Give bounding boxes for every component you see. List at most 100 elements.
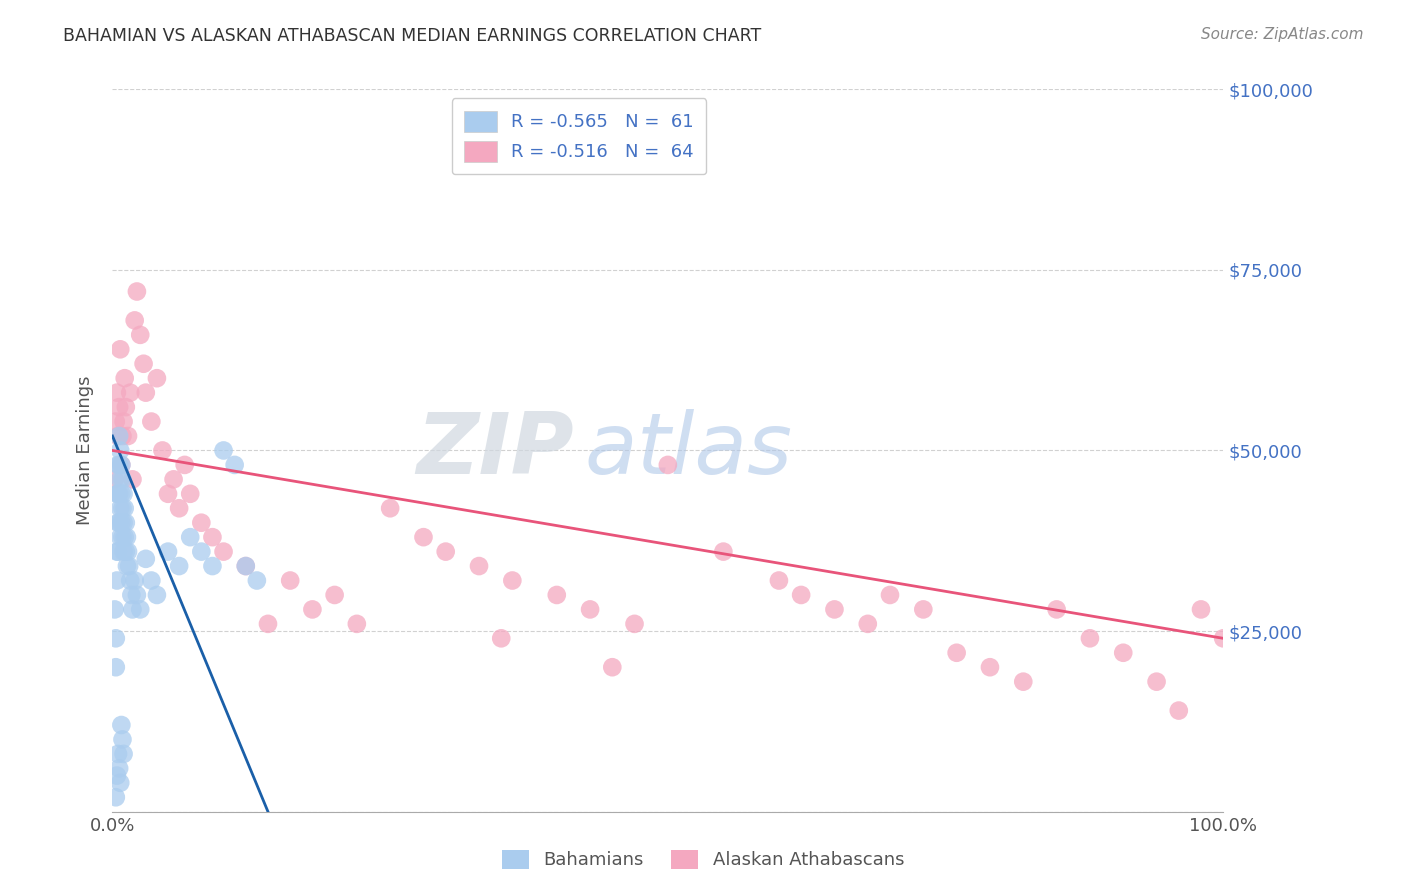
Point (108, 458, 131, 472)
Point (112, 415, 135, 429)
Point (110, 487, 132, 501)
Point (602, 660, 624, 674)
Point (179, 487, 201, 501)
Point (110, 516, 132, 530)
Point (157, 544, 180, 558)
Point (323, 588, 346, 602)
Point (489, 632, 512, 646)
Text: atlas: atlas (585, 409, 793, 492)
Point (412, 530, 434, 544)
Point (129, 327, 152, 342)
Point (167, 559, 190, 574)
Point (623, 616, 645, 631)
Point (135, 551, 157, 566)
Point (141, 415, 163, 429)
Point (468, 559, 491, 574)
Point (129, 602, 152, 616)
Point (118, 559, 141, 574)
Point (104, 790, 127, 805)
Point (105, 769, 128, 783)
Point (768, 574, 790, 588)
Point (107, 458, 129, 472)
Point (110, 776, 132, 790)
Point (162, 472, 184, 486)
Legend: R = -0.565   N =  61, R = -0.516   N =  64: R = -0.565 N = 61, R = -0.516 N = 64 (451, 98, 706, 174)
Point (141, 574, 163, 588)
Point (132, 357, 155, 371)
Text: ZIP: ZIP (416, 409, 574, 492)
Point (135, 385, 157, 400)
Point (657, 458, 679, 472)
Point (201, 559, 224, 574)
Point (107, 516, 129, 530)
Y-axis label: Median Earnings: Median Earnings (76, 376, 94, 525)
Point (235, 559, 257, 574)
Point (108, 429, 131, 443)
Point (110, 501, 132, 516)
Point (856, 616, 879, 631)
Point (945, 646, 967, 660)
Point (579, 602, 602, 616)
Point (125, 285, 148, 299)
Point (1167, 704, 1189, 718)
Point (346, 616, 368, 631)
Point (110, 458, 132, 472)
Point (212, 544, 235, 558)
Point (108, 400, 131, 414)
Point (105, 544, 128, 558)
Point (879, 588, 901, 602)
Point (201, 530, 224, 544)
Point (120, 574, 142, 588)
Point (105, 385, 128, 400)
Point (278, 574, 301, 588)
Point (120, 588, 142, 602)
Point (117, 429, 139, 443)
Point (108, 761, 131, 775)
Point (125, 588, 148, 602)
Point (105, 574, 128, 588)
Point (110, 443, 132, 458)
Point (105, 487, 128, 501)
Point (167, 501, 190, 516)
Point (546, 588, 568, 602)
Point (713, 544, 735, 558)
Point (190, 516, 212, 530)
Point (107, 429, 129, 443)
Point (108, 487, 131, 501)
Point (104, 660, 127, 674)
Point (146, 371, 169, 385)
Point (1045, 602, 1069, 616)
Point (110, 718, 132, 732)
Point (257, 616, 280, 631)
Point (111, 501, 134, 516)
Text: Source: ZipAtlas.com: Source: ZipAtlas.com (1201, 27, 1364, 42)
Point (190, 544, 212, 558)
Point (115, 530, 138, 544)
Point (114, 544, 136, 558)
Point (124, 574, 146, 588)
Point (104, 415, 127, 429)
Point (111, 530, 134, 544)
Point (1012, 674, 1035, 689)
Point (111, 732, 134, 747)
Point (107, 544, 129, 558)
Point (434, 544, 457, 558)
Point (124, 313, 146, 327)
Point (115, 559, 138, 574)
Point (120, 385, 142, 400)
Point (112, 747, 135, 761)
Point (380, 501, 402, 516)
Point (501, 574, 523, 588)
Point (111, 429, 134, 443)
Point (117, 544, 139, 558)
Point (114, 530, 136, 544)
Point (1189, 602, 1212, 616)
Point (212, 443, 235, 458)
Point (1078, 632, 1101, 646)
Point (146, 588, 169, 602)
Text: BAHAMIAN VS ALASKAN ATHABASCAN MEDIAN EARNINGS CORRELATION CHART: BAHAMIAN VS ALASKAN ATHABASCAN MEDIAN EA… (63, 27, 762, 45)
Point (110, 472, 132, 486)
Point (121, 472, 143, 486)
Point (235, 559, 257, 574)
Point (152, 443, 174, 458)
